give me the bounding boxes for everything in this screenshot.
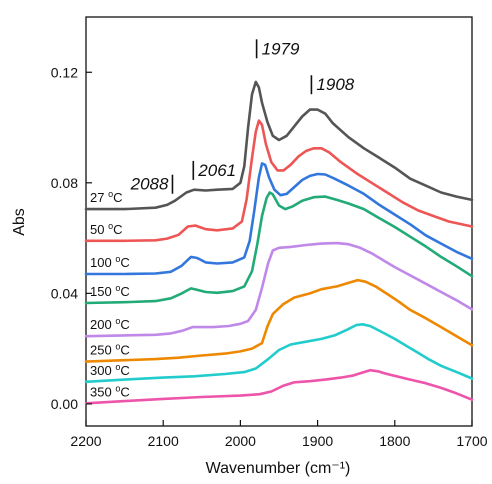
series-line-6 [84, 323, 474, 384]
x-tick-label: 1900 [302, 433, 333, 449]
peak-label-3: 1908 [316, 75, 354, 94]
peak-annotations: 2088 2061 1979 1908 [130, 39, 355, 194]
peak-label-2: 1979 [262, 39, 300, 58]
x-axis-title: Wavenumber (cm⁻¹) [206, 460, 351, 477]
plot-frame [85, 16, 473, 427]
y-axis-ticks: 0.00 0.04 0.08 0.12 [51, 64, 92, 412]
series-label-0: 27 oC [90, 189, 122, 205]
y-tick-label: 0.08 [51, 175, 78, 191]
series-line-1 [84, 119, 474, 243]
series-label-7: 350 oC [90, 383, 130, 399]
series-lines [84, 80, 474, 405]
y-tick-label: 0.00 [51, 396, 78, 412]
series-line-3 [84, 191, 474, 305]
y-axis-title: Abs [11, 208, 28, 236]
peak-label-0: 2088 [130, 175, 169, 194]
x-axis-ticks: 2200 2100 2000 1900 1800 1700 [70, 420, 488, 449]
x-tick-label: 2100 [148, 433, 179, 449]
series-label-4: 200 oC [90, 316, 130, 332]
x-tick-label: 2000 [225, 433, 256, 449]
series-label-1: 50 oC [90, 221, 122, 237]
series-line-0 [84, 80, 474, 211]
series-line-5 [84, 278, 474, 363]
series-line-2 [84, 162, 474, 276]
series-label-5: 250 oC [90, 342, 130, 358]
series-label-3: 150 oC [90, 283, 130, 299]
series-line-7 [84, 368, 474, 405]
series-label-2: 100 oC [90, 254, 130, 270]
series-line-4 [84, 241, 474, 338]
x-tick-label: 1700 [456, 433, 487, 449]
y-tick-label: 0.04 [51, 285, 78, 301]
peak-label-1: 2061 [197, 161, 236, 180]
series-labels: 27 oC 50 oC 100 oC 150 oC 200 oC 250 oC 300 oC… [90, 189, 130, 399]
y-tick-label: 0.12 [51, 64, 78, 80]
x-tick-label: 1800 [379, 433, 410, 449]
x-tick-label: 2200 [70, 433, 101, 449]
series-label-6: 300 oC [90, 362, 130, 378]
